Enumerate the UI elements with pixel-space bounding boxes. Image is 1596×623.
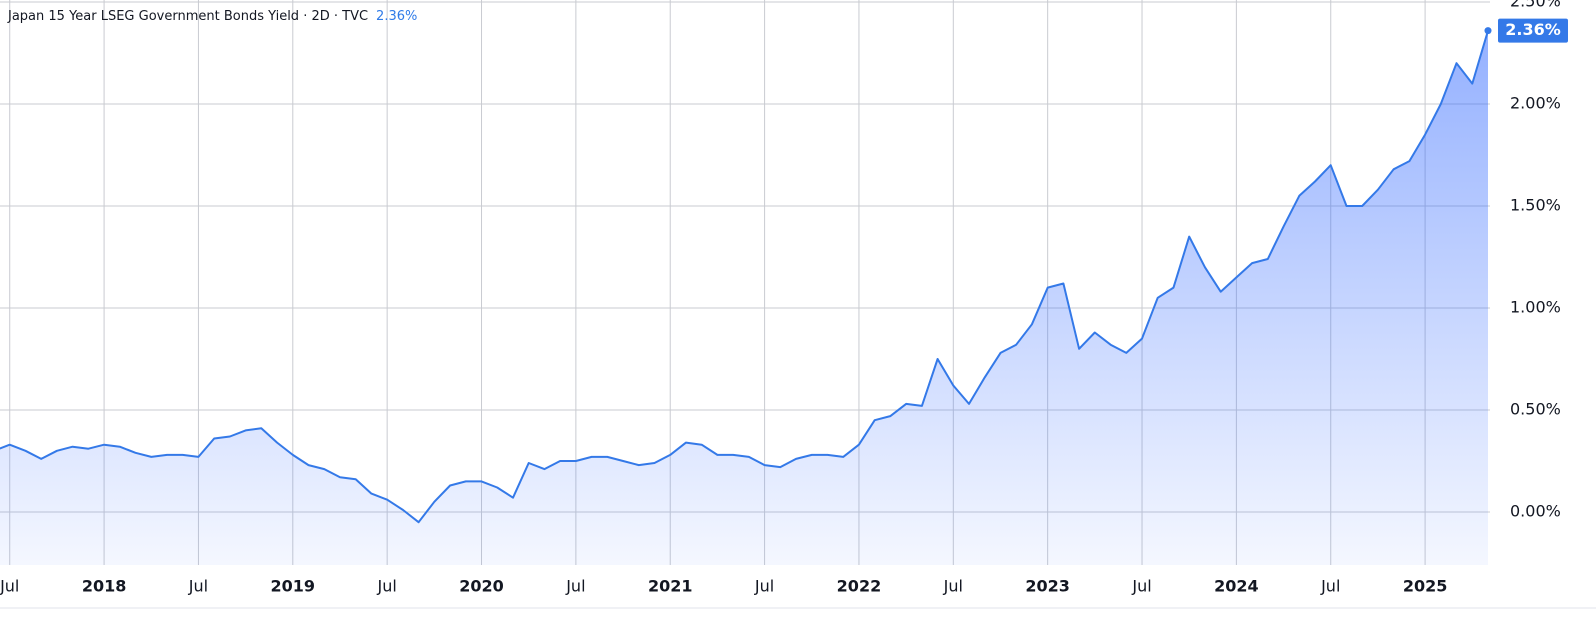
x-tick-label: 2018	[82, 577, 127, 596]
x-tick-label: 2025	[1403, 577, 1448, 596]
price-badge-label: 2.36%	[1505, 20, 1561, 39]
x-tick-label: Jul	[0, 577, 19, 596]
x-tick-label: 2020	[459, 577, 504, 596]
area-fill	[0, 30, 1488, 565]
price-badge	[1498, 18, 1568, 43]
x-tick-label: Jul	[565, 577, 585, 596]
line	[0, 30, 1489, 524]
x-tick-label: Jul	[188, 577, 208, 596]
y-tick-label: 2.00%	[1510, 94, 1561, 113]
axes: 0.00% 0.50% 1.00% 1.50% 2.00% 2.50% Jul 2018 Jul…	[0, 0, 1568, 596]
x-tick-label: Jul	[1131, 577, 1151, 596]
x-tick-label: 2023	[1025, 577, 1070, 596]
y-tick-label: 2.50%	[1510, 0, 1561, 11]
x-tick-label: 2022	[837, 577, 882, 596]
y-tick-label: 0.00%	[1510, 501, 1561, 520]
y-tick-label: 1.50%	[1510, 196, 1561, 215]
plot	[0, 27, 1492, 565]
x-tick-label: Jul	[1320, 577, 1340, 596]
x-tick-label: Jul	[943, 577, 963, 596]
chart-title: Japan 15 Year LSEG Government Bonds Yiel…	[7, 9, 417, 24]
x-tick-label: 2019	[271, 577, 316, 596]
x-tick-label: Jul	[754, 577, 774, 596]
title-price: 2.36%	[376, 9, 417, 24]
last-point	[1484, 27, 1492, 35]
x-tick-label: 2024	[1214, 577, 1259, 596]
title-text: Japan 15 Year LSEG Government Bonds Yiel…	[7, 9, 368, 24]
y-tick-label: 0.50%	[1510, 399, 1561, 418]
y-tick-label: 1.00%	[1510, 297, 1561, 316]
x-tick-label: 2021	[648, 577, 693, 596]
x-tick-label: Jul	[377, 577, 397, 596]
